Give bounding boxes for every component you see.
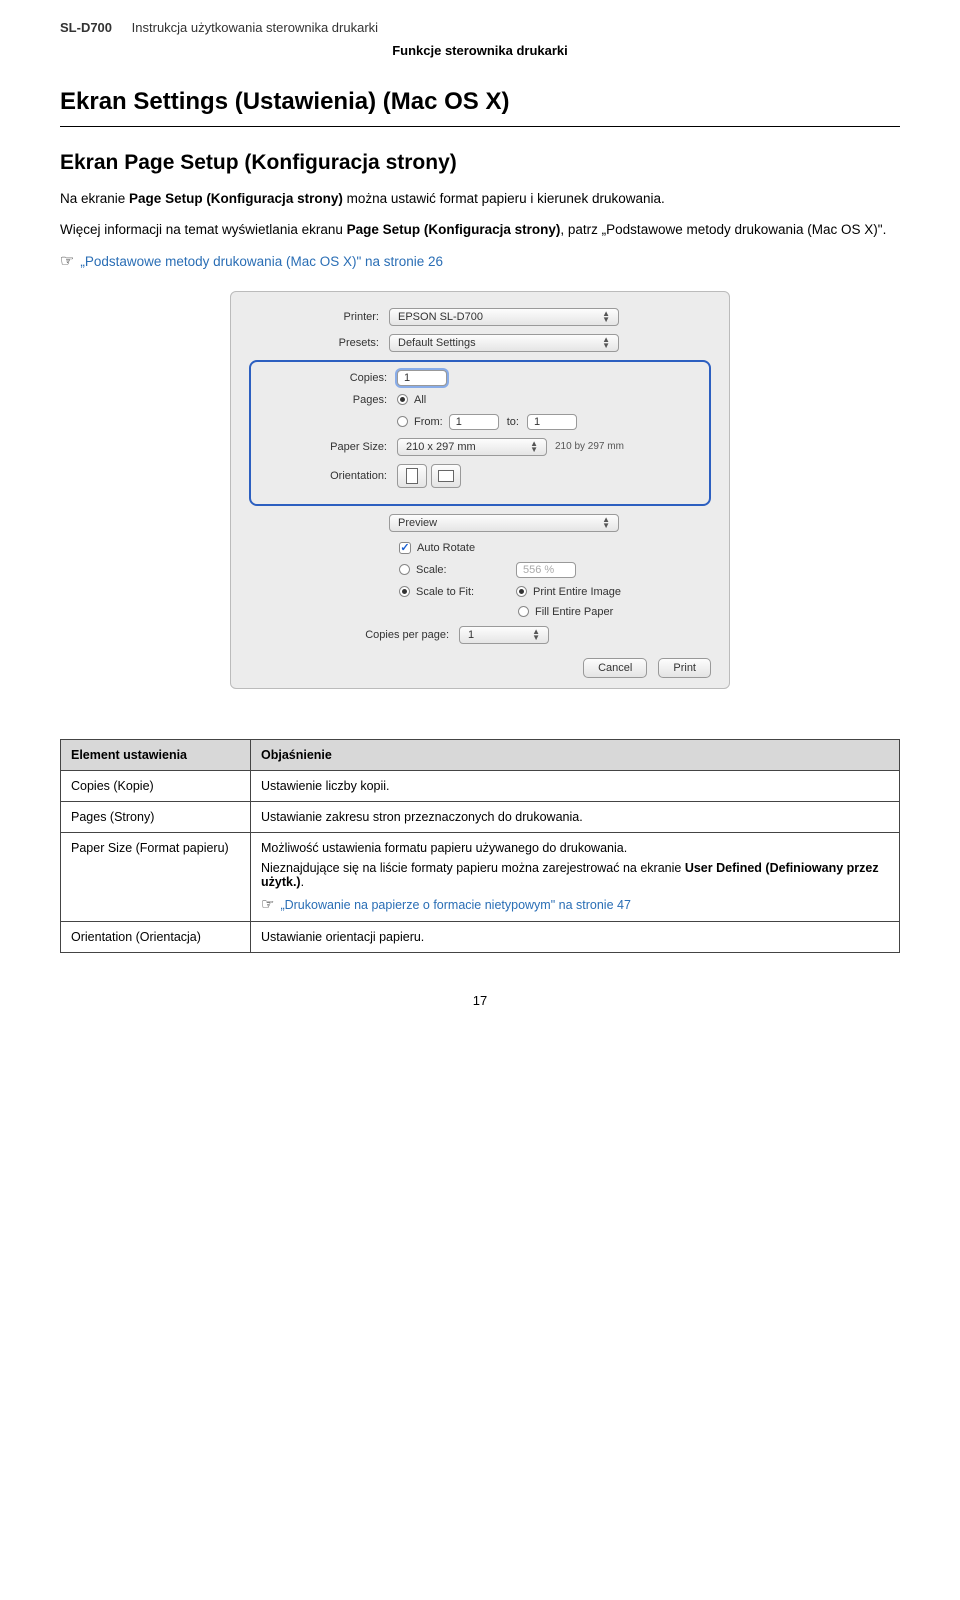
table-row: Pages (Strony) Ustawianie zakresu stron … <box>61 801 900 832</box>
presets-label: Presets: <box>249 337 389 349</box>
print-button[interactable]: Print <box>658 658 711 678</box>
paper-size-select[interactable]: 210 x 297 mm ▲▼ <box>397 438 547 456</box>
table-row: Orientation (Orientacja) Ustawianie orie… <box>61 921 900 952</box>
copies-label: Copies: <box>257 372 397 384</box>
table-cell: Paper Size (Format papieru) <box>61 832 251 921</box>
subsection-title: Ekran Page Setup (Konfiguracja strony) <box>60 151 900 175</box>
preview-select[interactable]: Preview ▲▼ <box>389 514 619 532</box>
chevron-updown-icon: ▲▼ <box>602 337 610 349</box>
chevron-updown-icon: ▲▼ <box>602 517 610 529</box>
pages-from-radio[interactable] <box>397 416 408 427</box>
cross-reference-link[interactable]: ☞„Podstawowe metody drukowania (Mac OS X… <box>60 251 900 271</box>
paper-size-note: 210 by 297 mm <box>555 441 624 452</box>
printer-select[interactable]: EPSON SL-D700 ▲▼ <box>389 308 619 326</box>
paragraph-2: Więcej informacji na temat wyświetlania … <box>60 220 900 241</box>
hand-icon: ☞ <box>261 895 274 913</box>
copies-per-page-label: Copies per page: <box>249 629 459 641</box>
page-number: 17 <box>60 993 900 1008</box>
table-cell: Ustawianie zakresu stron przeznaczonych … <box>251 801 900 832</box>
pages-from-input[interactable]: 1 <box>449 414 499 430</box>
scale-label: Scale: <box>416 564 516 576</box>
auto-rotate-checkbox[interactable]: ✓ <box>399 542 411 554</box>
highlighted-settings-box: Copies: 1 Pages: All From: 1 to: 1 Paper… <box>249 360 711 506</box>
landscape-icon <box>438 470 454 482</box>
chevron-updown-icon: ▲▼ <box>532 629 540 641</box>
model-code: SL-D700 <box>60 20 112 35</box>
table-cell: Pages (Strony) <box>61 801 251 832</box>
orientation-portrait-button[interactable] <box>397 464 427 488</box>
print-entire-label: Print Entire Image <box>533 586 621 598</box>
table-cell: Ustawienie liczby kopii. <box>251 770 900 801</box>
presets-select[interactable]: Default Settings ▲▼ <box>389 334 619 352</box>
page-title: Ekran Settings (Ustawienia) (Mac OS X) <box>60 88 900 116</box>
hand-icon: ☞ <box>60 251 74 271</box>
pages-from-label: From: <box>414 416 443 428</box>
table-cell: Możliwość ustawienia formatu papieru uży… <box>251 832 900 921</box>
paper-size-label: Paper Size: <box>257 441 397 453</box>
title-underline <box>60 126 900 127</box>
paragraph-1: Na ekranie Page Setup (Konfiguracja stro… <box>60 189 900 210</box>
chevron-updown-icon: ▲▼ <box>530 441 538 453</box>
orientation-label: Orientation: <box>257 470 397 482</box>
pages-to-label: to: <box>507 416 519 428</box>
table-header-element: Element ustawienia <box>61 739 251 770</box>
pages-label: Pages: <box>257 394 397 406</box>
table-row: Paper Size (Format papieru) Możliwość us… <box>61 832 900 921</box>
table-header-row: Element ustawienia Objaśnienie <box>61 739 900 770</box>
section-subtitle: Funkcje sterownika drukarki <box>60 43 900 58</box>
fill-paper-label: Fill Entire Paper <box>535 606 613 618</box>
pages-all-label: All <box>414 394 426 406</box>
scale-radio[interactable] <box>399 564 410 575</box>
copies-input[interactable]: 1 <box>397 370 447 386</box>
print-dialog-screenshot: Printer: EPSON SL-D700 ▲▼ Presets: Defau… <box>230 291 730 689</box>
table-cell: Copies (Kopie) <box>61 770 251 801</box>
table-cross-reference-link[interactable]: ☞„Drukowanie na papierze o formacie niet… <box>261 895 889 913</box>
scale-to-fit-label: Scale to Fit: <box>416 586 516 598</box>
table-cell: Orientation (Orientacja) <box>61 921 251 952</box>
fill-paper-radio[interactable] <box>518 606 529 617</box>
scale-input[interactable]: 556 % <box>516 562 576 578</box>
table-header-desc: Objaśnienie <box>251 739 900 770</box>
scale-to-fit-radio[interactable] <box>399 586 410 597</box>
table-row: Copies (Kopie) Ustawienie liczby kopii. <box>61 770 900 801</box>
table-cell: Ustawianie orientacji papieru. <box>251 921 900 952</box>
cancel-button[interactable]: Cancel <box>583 658 647 678</box>
pages-all-radio[interactable] <box>397 394 408 405</box>
printer-label: Printer: <box>249 311 389 323</box>
auto-rotate-label: Auto Rotate <box>417 542 475 554</box>
doc-header: SL-D700 Instrukcja użytkowania sterownik… <box>60 20 900 35</box>
portrait-icon <box>406 468 418 484</box>
print-entire-radio[interactable] <box>516 586 527 597</box>
orientation-landscape-button[interactable] <box>431 464 461 488</box>
settings-table: Element ustawienia Objaśnienie Copies (K… <box>60 739 900 953</box>
chevron-updown-icon: ▲▼ <box>602 311 610 323</box>
pages-to-input[interactable]: 1 <box>527 414 577 430</box>
copies-per-page-select[interactable]: 1 ▲▼ <box>459 626 549 644</box>
doc-title: Instrukcja użytkowania sterownika drukar… <box>132 20 378 35</box>
